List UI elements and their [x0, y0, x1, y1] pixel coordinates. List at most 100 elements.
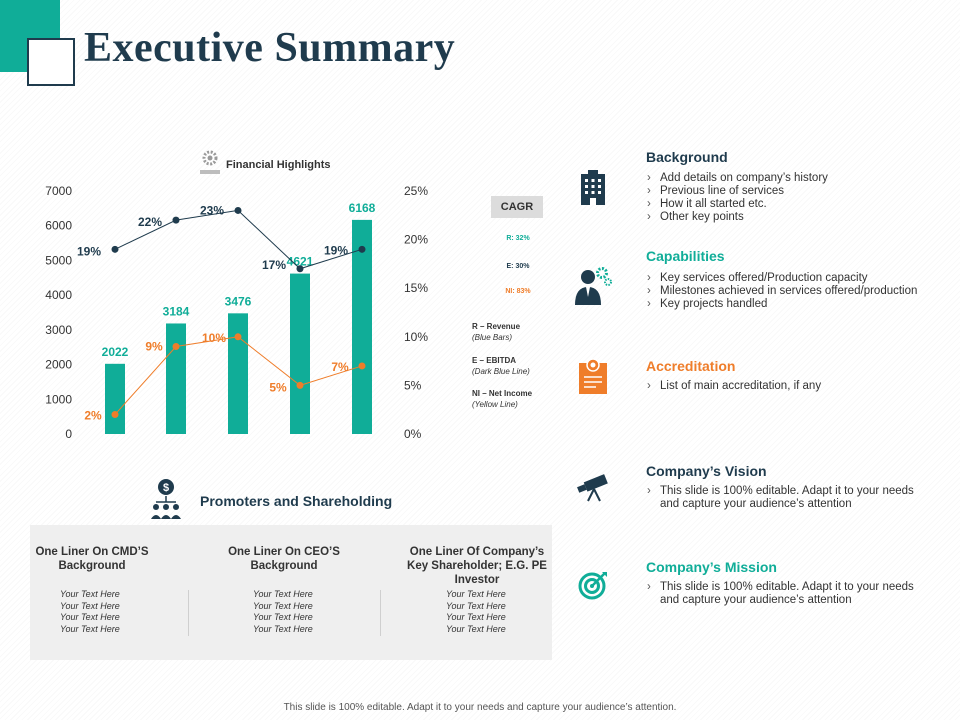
line-ni-point	[296, 381, 304, 389]
line-e-label: 19%	[77, 244, 101, 258]
line-e-label: 19%	[324, 243, 348, 257]
background-item-1: Add details on company’s history	[646, 172, 946, 185]
cagr-badge: CAGR	[491, 196, 543, 218]
left-tick-label: 0	[65, 427, 72, 441]
accreditation-item-1: List of main accreditation, if any	[646, 380, 946, 393]
svg-text:$: $	[163, 482, 169, 494]
right-tick-label: 20%	[404, 233, 428, 247]
capabilities-item-3: Key projects handled	[646, 298, 946, 311]
legend-revenue-key: R – Revenue	[472, 322, 521, 331]
revenue-bar-label: 3476	[225, 294, 252, 308]
right-tick-label: 10%	[404, 330, 428, 344]
right-tick-label: 15%	[404, 281, 428, 295]
promoter-text-cmd-3: Your Text Here	[60, 612, 120, 623]
line-ni-label: 7%	[331, 360, 349, 374]
promoter-heading-ceo: One Liner On CEO’S Background	[228, 546, 340, 572]
promoter-text-cmd-1: Your Text Here	[60, 589, 120, 599]
right-tick-label: 5%	[404, 378, 422, 392]
legend-net-income-desc: (Yellow Line)	[472, 400, 518, 409]
legend-ebitda: E – EBITDA (Dark Blue Line)	[472, 355, 530, 377]
line-e-point	[234, 206, 242, 214]
person-gears-icon	[575, 267, 612, 305]
left-axis: 0 1000 2000 3000 4000 5000 6000 7000	[45, 184, 72, 441]
line-e-label: 22%	[138, 215, 162, 229]
line-ni-label: 5%	[269, 380, 287, 394]
vision-title: Company’s Vision	[646, 463, 767, 479]
vision-item-1: This slide is 100% editable. Adapt it to…	[646, 485, 936, 511]
legend-revenue-desc: (Blue Bars)	[472, 333, 513, 342]
revenue-bar-label: 3184	[163, 304, 190, 318]
gear-icon	[200, 150, 220, 174]
footer-note: This slide is 100% editable. Adapt it to…	[283, 702, 677, 713]
left-tick-label: 5000	[45, 253, 72, 267]
revenue-bar-label: 2022	[102, 345, 129, 359]
legend-ebitda-key: E – EBITDA	[472, 356, 517, 365]
cagr-net-income-value: NI: 83%	[505, 288, 531, 295]
cagr-ebitda-value: E: 30%	[506, 263, 530, 270]
promoters-title: Promoters and Shareholding	[200, 493, 393, 509]
revenue-bar-label: 6168	[349, 201, 376, 215]
line-e-label: 17%	[262, 258, 286, 272]
page-title: Executive Summary	[84, 25, 456, 71]
target-icon	[578, 572, 607, 600]
promoters-panel	[30, 525, 552, 660]
revenue-bar	[166, 323, 186, 434]
vision-list: This slide is 100% editable. Adapt it to…	[646, 485, 936, 511]
line-e-point	[296, 265, 304, 273]
promoter-text-shareholder-3: Your Text Here	[446, 612, 506, 623]
line-ni-point	[358, 362, 366, 370]
investor-icon: $	[151, 479, 181, 519]
line-ni-point	[111, 411, 119, 419]
legend-ebitda-desc: (Dark Blue Line)	[472, 367, 530, 376]
revenue-bar	[228, 313, 248, 434]
left-tick-label: 7000	[45, 184, 72, 198]
promoter-text-ceo-2: Your Text Here	[253, 600, 313, 611]
promoter-heading-cmd: One Liner On CMD’S Background	[35, 546, 149, 572]
promoter-text-ceo-4: Your Text Here	[253, 623, 313, 634]
mission-list: This slide is 100% editable. Adapt it to…	[646, 581, 916, 607]
line-e-label: 23%	[200, 203, 224, 217]
promoter-text-shareholder-4: Your Text Here	[446, 623, 506, 634]
right-tick-label: 25%	[404, 184, 428, 198]
legend-net-income: NI – Net Income (Yellow Line)	[472, 388, 532, 410]
background-list: Add details on company’s history Previou…	[646, 172, 946, 224]
left-tick-label: 6000	[45, 219, 72, 233]
legend-net-income-key: NI – Net Income	[472, 389, 533, 398]
revenue-bar-label: 4621	[287, 255, 314, 269]
left-tick-label: 1000	[45, 392, 72, 406]
left-tick-label: 4000	[45, 288, 72, 302]
promoter-heading-shareholder: One Liner Of Company’s Key Shareholder; …	[407, 546, 547, 586]
line-ni-label: 9%	[145, 340, 163, 354]
background-item-3: How it all started etc.	[646, 198, 946, 211]
line-e-point	[111, 245, 119, 253]
mission-item-1: This slide is 100% editable. Adapt it to…	[646, 581, 916, 607]
capabilities-title: Capabilities	[646, 248, 725, 264]
line-ni-label: 2%	[84, 409, 102, 423]
revenue-bar-labels: 2022 3184 3476 4621 6168	[102, 201, 376, 359]
right-tick-label: 0%	[404, 427, 422, 441]
capabilities-item-1: Key services offered/Production capacity	[646, 272, 946, 285]
promoter-text-ceo-1: Your Text Here	[253, 589, 313, 599]
capabilities-item-2: Milestones achieved in services offered/…	[646, 285, 946, 298]
promoter-column-cmd: One Liner On CMD’S Background Your Text …	[17, 545, 167, 635]
promoter-text-cmd-4: Your Text Here	[60, 623, 120, 634]
left-tick-label: 2000	[45, 358, 72, 372]
net-income-line-series: 2% 9% 10% 5% 7%	[84, 331, 366, 423]
telescope-icon	[577, 474, 608, 502]
background-title: Background	[646, 149, 728, 165]
accreditation-list: List of main accreditation, if any	[646, 380, 946, 393]
line-ni-label: 10%	[202, 331, 226, 345]
revenue-bar	[352, 219, 372, 434]
cagr-revenue-value: R: 32%	[506, 235, 530, 242]
corner-outline-square	[27, 38, 75, 86]
capabilities-list: Key services offered/Production capacity…	[646, 272, 946, 311]
chart-title: Financial Highlights	[226, 159, 331, 171]
promoter-divider-2	[380, 590, 381, 636]
left-tick-label: 3000	[45, 323, 72, 337]
accreditation-title: Accreditation	[646, 358, 736, 374]
revenue-bar	[105, 363, 125, 434]
mission-title: Company’s Mission	[646, 559, 777, 575]
ebitda-line-series: 19% 22% 23% 17% 19%	[77, 203, 366, 273]
line-ni-point	[234, 333, 242, 341]
promoter-divider-1	[188, 590, 189, 636]
